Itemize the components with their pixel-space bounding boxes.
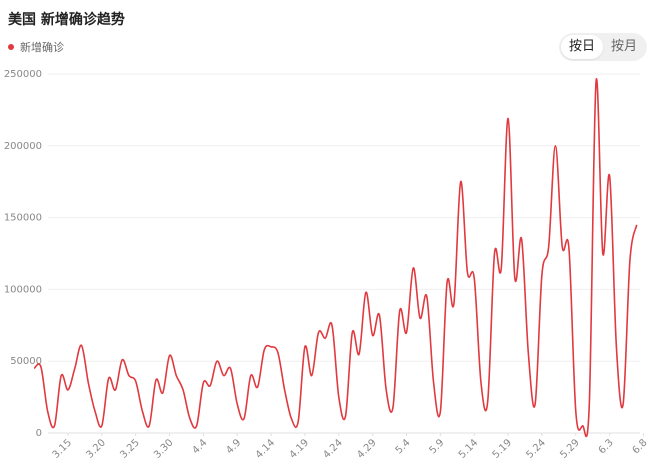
x-tick-label: 4.29 — [355, 437, 379, 461]
x-tick-label: 3.20 — [84, 437, 108, 461]
tab-by-month[interactable]: 按月 — [610, 39, 637, 54]
x-tick-label: 3.25 — [118, 437, 142, 461]
y-tick-label: 0 — [36, 428, 42, 439]
granularity-toggle: 按日 按月 — [559, 33, 647, 61]
chart-title: 美国 新增确诊趋势 — [8, 12, 125, 28]
tab-by-day[interactable]: 按日 — [561, 35, 603, 59]
x-tick-label: 4.19 — [288, 437, 312, 461]
legend-dot — [8, 44, 14, 50]
x-tick-label: 5.4 — [394, 437, 413, 456]
x-tick-label: 3.15 — [51, 437, 75, 461]
x-tick-label: 6.8 — [631, 437, 650, 456]
legend: 新增确诊 — [8, 39, 64, 55]
x-tick-label: 4.24 — [321, 437, 345, 461]
x-tick-label: 4.9 — [224, 437, 243, 456]
x-tick-label: 5.29 — [558, 437, 582, 461]
x-tick-label: 5.14 — [457, 437, 481, 461]
x-tick-label: 5.24 — [524, 437, 548, 461]
legend-label: 新增确诊 — [20, 41, 64, 54]
y-tick-label: 250000 — [4, 69, 42, 80]
x-tick-label: 4.4 — [190, 437, 209, 456]
x-tick-label: 5.19 — [491, 437, 515, 461]
x-tick-label: 4.14 — [254, 437, 278, 461]
series-line-新增确诊 — [33, 78, 638, 438]
y-tick-label: 200000 — [4, 141, 42, 152]
x-tick-label: 5.9 — [427, 437, 446, 456]
x-tick-label: 6.3 — [597, 437, 616, 456]
y-tick-label: 50000 — [10, 356, 42, 367]
x-tick-label: 3.30 — [152, 437, 176, 461]
y-tick-label: 100000 — [4, 284, 42, 295]
y-tick-label: 150000 — [4, 213, 42, 224]
